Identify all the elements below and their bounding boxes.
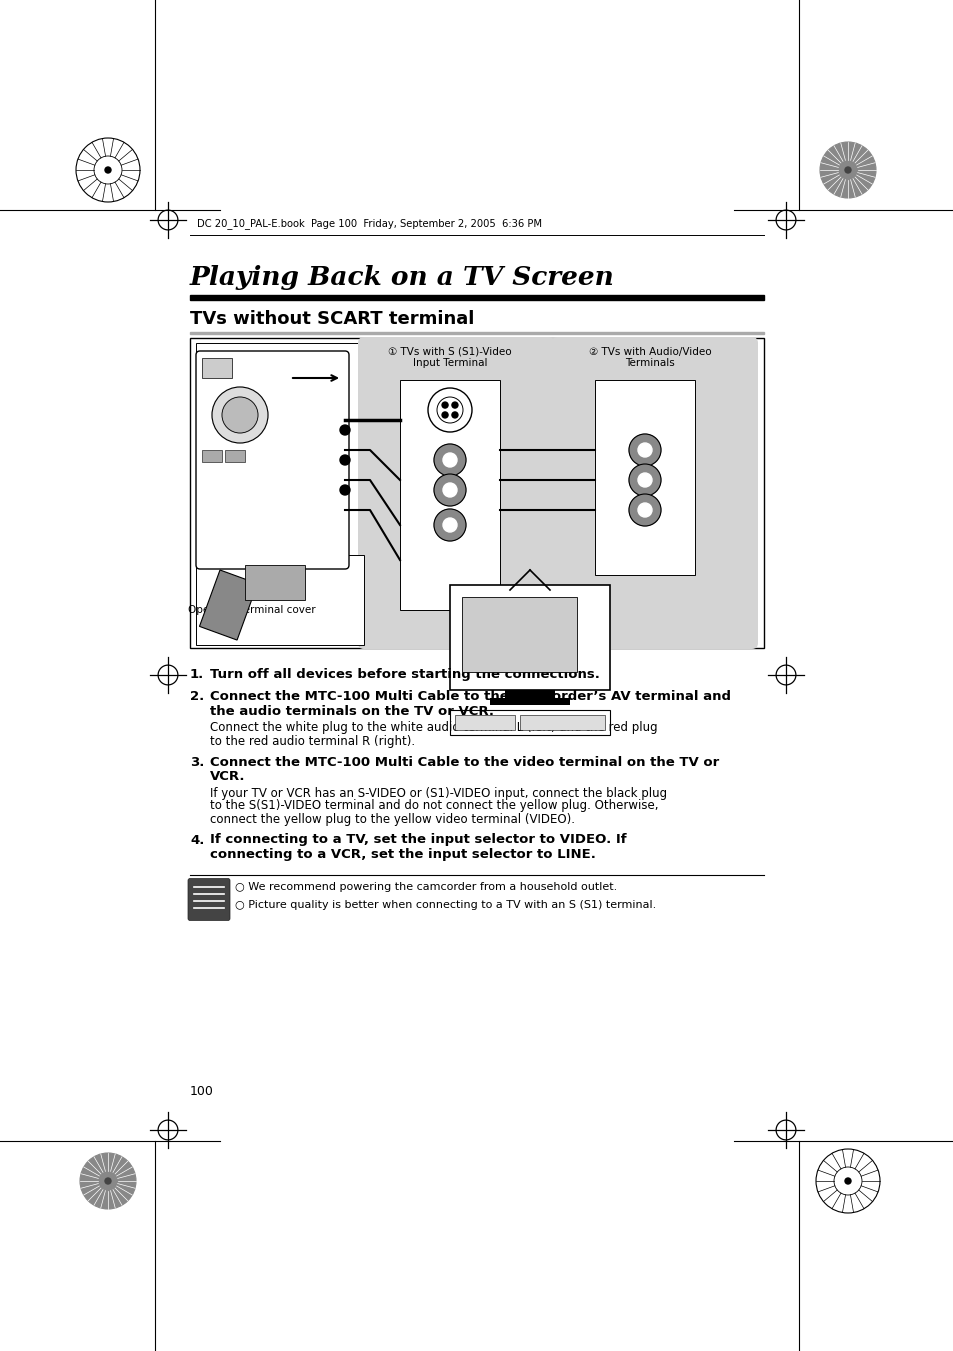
Bar	[199, 570, 257, 640]
FancyBboxPatch shape	[195, 351, 349, 569]
Text: Input Terminal: Input Terminal	[413, 358, 487, 367]
Bar	[461, 597, 577, 671]
Circle shape	[441, 412, 448, 417]
Bar	[455, 715, 515, 730]
Circle shape	[434, 474, 465, 507]
Text: Terminals: Terminals	[624, 358, 674, 367]
Bar	[519, 715, 604, 730]
Circle shape	[638, 443, 651, 457]
Circle shape	[434, 444, 465, 476]
Text: the audio terminals on the TV or VCR.: the audio terminals on the TV or VCR.	[210, 705, 494, 717]
Bar	[595, 380, 695, 576]
Bar	[225, 450, 245, 462]
Text: TVs without SCART terminal: TVs without SCART terminal	[190, 309, 474, 328]
Text: Connect the white plug to the white audio terminal L (left) and the red plug: Connect the white plug to the white audi…	[210, 721, 657, 735]
Text: Connect the MTC-100 Multi Cable to the camcorder’s AV terminal and: Connect the MTC-100 Multi Cable to the c…	[210, 690, 730, 704]
Bar	[202, 358, 232, 378]
Circle shape	[452, 412, 457, 417]
Circle shape	[434, 509, 465, 540]
FancyBboxPatch shape	[188, 878, 230, 920]
Text: Signal flow: Signal flow	[279, 359, 336, 370]
Bar	[450, 585, 609, 690]
Text: VCR.: VCR.	[210, 770, 245, 784]
Circle shape	[80, 1152, 136, 1209]
Text: ○ We recommend powering the camcorder from a household outlet.: ○ We recommend powering the camcorder fr…	[234, 882, 617, 893]
Bar	[490, 698, 569, 705]
Bar	[190, 338, 763, 648]
Circle shape	[442, 484, 456, 497]
Text: Playing Back on a TV Screen: Playing Back on a TV Screen	[190, 265, 614, 290]
Circle shape	[638, 473, 651, 486]
Text: connect the yellow plug to the yellow video terminal (VIDEO).: connect the yellow plug to the yellow vi…	[210, 812, 575, 825]
Circle shape	[339, 485, 350, 494]
Text: DC 20_10_PAL-E.book  Page 100  Friday, September 2, 2005  6:36 PM: DC 20_10_PAL-E.book Page 100 Friday, Sep…	[196, 218, 541, 230]
Circle shape	[628, 494, 660, 526]
Text: to the red audio terminal R (right).: to the red audio terminal R (right).	[210, 735, 415, 747]
Bar	[450, 711, 609, 735]
Bar	[399, 380, 499, 611]
Bar	[202, 450, 222, 462]
Bar	[195, 343, 364, 643]
Text: (Supplied): (Supplied)	[283, 412, 336, 422]
Text: 3.: 3.	[190, 755, 204, 769]
Circle shape	[212, 386, 268, 443]
FancyArrowPatch shape	[293, 376, 336, 381]
Circle shape	[844, 168, 850, 173]
Text: Turn off all devices before starting the connections.: Turn off all devices before starting the…	[210, 667, 599, 681]
Circle shape	[441, 403, 448, 408]
Circle shape	[628, 463, 660, 496]
Text: ① TVs with S (S1)-Video: ① TVs with S (S1)-Video	[388, 347, 511, 357]
Text: 2.: 2.	[190, 690, 204, 704]
Text: ② TVs with Audio/Video: ② TVs with Audio/Video	[588, 347, 711, 357]
Text: 100: 100	[190, 1085, 213, 1098]
Circle shape	[339, 455, 350, 465]
Text: Open the terminal cover: Open the terminal cover	[188, 605, 315, 615]
Circle shape	[222, 397, 257, 434]
Circle shape	[452, 403, 457, 408]
Bar	[190, 332, 763, 334]
Text: Multi Cable: Multi Cable	[280, 401, 339, 411]
Text: ○ Picture quality is better when connecting to a TV with an S (S1) terminal.: ○ Picture quality is better when connect…	[234, 901, 656, 911]
Bar	[504, 690, 555, 698]
FancyBboxPatch shape	[357, 336, 555, 648]
Bar	[195, 555, 364, 644]
Text: to the S(S1)-VIDEO terminal and do not connect the yellow plug. Otherwise,: to the S(S1)-VIDEO terminal and do not c…	[210, 800, 658, 812]
Bar	[190, 295, 763, 300]
Circle shape	[442, 517, 456, 532]
Circle shape	[638, 503, 651, 517]
Circle shape	[105, 168, 111, 173]
Text: If your TV or VCR has an S-VIDEO or (S1)-VIDEO input, connect the black plug: If your TV or VCR has an S-VIDEO or (S1)…	[210, 786, 666, 800]
Circle shape	[820, 142, 875, 199]
Circle shape	[105, 1178, 111, 1183]
Circle shape	[844, 1178, 850, 1183]
Text: 4.: 4.	[190, 834, 204, 847]
Circle shape	[339, 426, 350, 435]
Text: Connect the MTC-100 Multi Cable to the video terminal on the TV or: Connect the MTC-100 Multi Cable to the v…	[210, 755, 719, 769]
Bar	[245, 565, 305, 600]
Text: connecting to a VCR, set the input selector to LINE.: connecting to a VCR, set the input selec…	[210, 848, 596, 861]
Circle shape	[442, 453, 456, 467]
FancyBboxPatch shape	[551, 336, 758, 648]
Circle shape	[628, 434, 660, 466]
Text: 1.: 1.	[190, 667, 204, 681]
Text: If connecting to a TV, set the input selector to VIDEO. If: If connecting to a TV, set the input sel…	[210, 834, 626, 847]
Text: MTC-100: MTC-100	[287, 390, 333, 400]
